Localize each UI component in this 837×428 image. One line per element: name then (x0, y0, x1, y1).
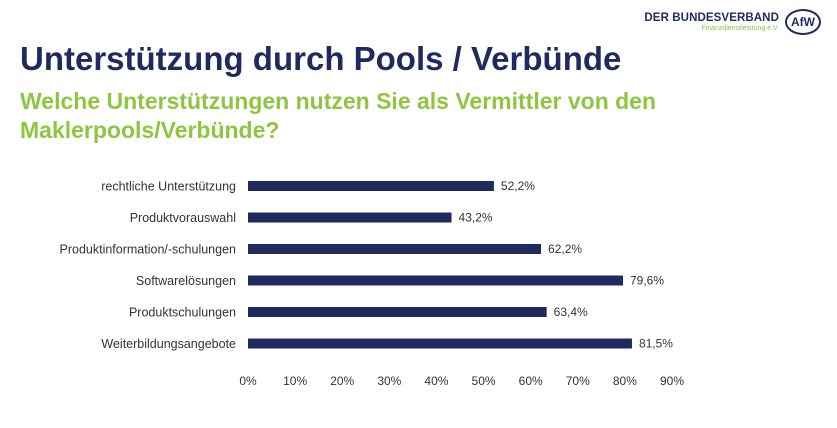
x-tick-label: 50% (472, 374, 496, 388)
value-label: 79,6% (630, 274, 664, 288)
x-tick-label: 60% (519, 374, 543, 388)
logo-mark-icon: AfW (785, 9, 821, 35)
value-label: 81,5% (639, 337, 673, 351)
page-subtitle: Welche Unterstützungen nutzen Sie als Ve… (20, 88, 657, 143)
page-title: Unterstützung durch Pools / Verbünde (20, 40, 622, 77)
category-label: Softwarelösungen (136, 274, 236, 288)
value-label: 52,2% (501, 179, 535, 193)
value-label: 43,2% (459, 211, 493, 225)
bar (248, 244, 542, 254)
x-tick-label: 40% (424, 374, 448, 388)
bar (248, 338, 632, 349)
bar (248, 307, 547, 317)
category-label: rechtliche Unterstützung (101, 180, 236, 194)
category-label: Produktschulungen (129, 306, 236, 320)
bar (248, 275, 624, 286)
value-label: 62,2% (548, 242, 582, 256)
x-tick-label: 10% (283, 374, 307, 388)
category-label: Weiterbildungsangebote (101, 337, 236, 351)
x-tick-label: 80% (613, 374, 637, 388)
x-tick-label: 30% (377, 374, 401, 388)
bar (248, 212, 452, 223)
logo-name: DER BUNDESVERBAND (644, 11, 779, 24)
x-tick-label: 20% (330, 374, 354, 388)
x-tick-label: 90% (660, 374, 684, 388)
value-label: 63,4% (554, 305, 588, 319)
x-tick-label: 0% (239, 374, 257, 388)
bar (248, 181, 494, 191)
x-tick-label: 70% (566, 374, 590, 388)
logo-tagline: Finanzdienstleistung e.V. (701, 24, 779, 32)
afw-logo: DER BUNDESVERBAND Finanzdienstleistung e… (644, 9, 821, 35)
logo-text: DER BUNDESVERBAND Finanzdienstleistung e… (644, 12, 779, 33)
category-label: Produktvorauswahl (130, 211, 236, 225)
category-label: Produktinformation/-schulungen (60, 243, 237, 257)
